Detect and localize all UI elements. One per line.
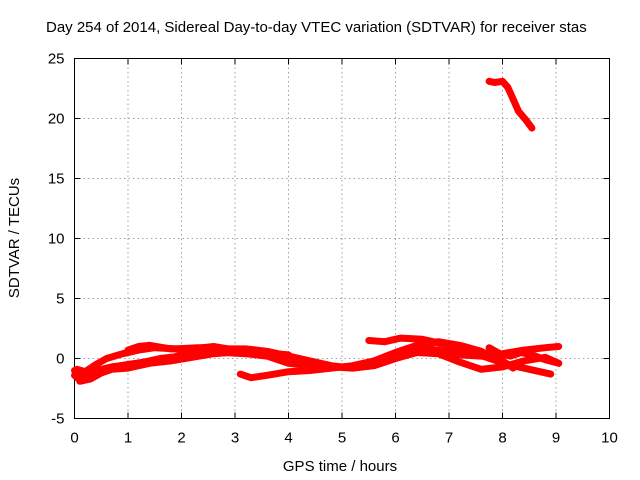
chart-title: Day 254 of 2014, Sidereal Day-to-day VTE… — [46, 19, 587, 36]
x-tick-label: 5 — [338, 430, 346, 447]
y-tick-label: 15 — [48, 171, 65, 188]
series-track-d — [76, 349, 234, 385]
axis-ticks: 0 1 2 3 4 5 6 7 8 9 10 -5 0 5 10 15 20 25 — [48, 51, 618, 447]
x-tick-label: 0 — [70, 430, 78, 447]
series-track-g — [365, 334, 555, 378]
x-tick-label: 8 — [498, 430, 506, 447]
y-tick-label: -5 — [51, 411, 64, 428]
x-tick-label: 10 — [601, 430, 618, 447]
x-tick-label: 6 — [391, 430, 399, 447]
x-tick-label: 9 — [552, 430, 560, 447]
y-axis-label: SDTVAR / TECUs — [6, 178, 23, 298]
x-axis-label: GPS time / hours — [283, 458, 397, 475]
y-tick-label: 20 — [48, 111, 65, 128]
series-layer — [71, 77, 563, 385]
series-track-e — [124, 341, 292, 359]
series-track-h — [485, 344, 563, 367]
x-tick-label: 1 — [124, 430, 132, 447]
y-tick-label: 10 — [48, 231, 65, 248]
x-tick-label: 3 — [231, 430, 239, 447]
x-tick-label: 4 — [284, 430, 292, 447]
y-tick-label: 25 — [48, 51, 65, 68]
series-track-f — [236, 338, 517, 382]
y-tick-label: 0 — [56, 351, 64, 368]
x-tick-label: 2 — [177, 430, 185, 447]
series-track-i — [485, 77, 536, 132]
x-tick-label: 7 — [445, 430, 453, 447]
y-tick-label: 5 — [56, 291, 64, 308]
